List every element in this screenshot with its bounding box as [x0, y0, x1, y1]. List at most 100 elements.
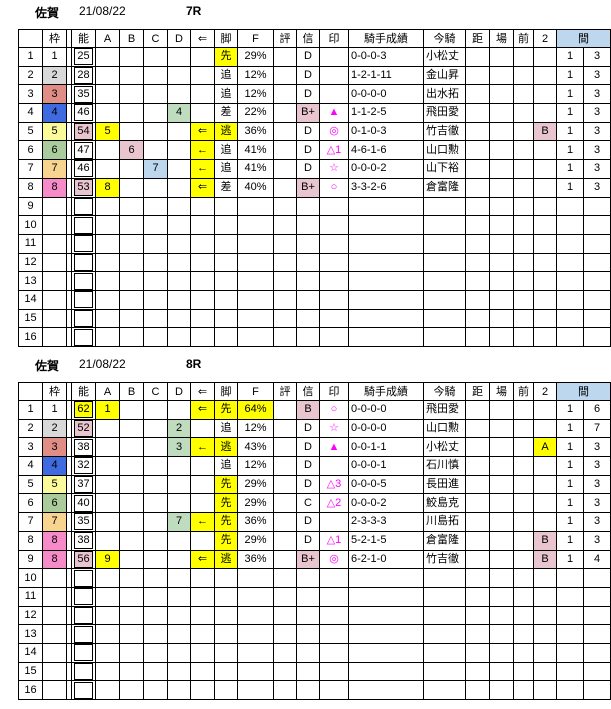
- cell-jockey-record[interactable]: [348, 642, 424, 663]
- cell-mark[interactable]: [319, 65, 349, 86]
- cell-track[interactable]: [489, 271, 514, 291]
- cell-prev[interactable]: [513, 512, 534, 532]
- cell-jockey-record[interactable]: [348, 586, 424, 607]
- cell-f[interactable]: [237, 233, 274, 254]
- cell-c[interactable]: [143, 474, 168, 495]
- cell-confidence[interactable]: D: [296, 121, 320, 142]
- cell-d[interactable]: [167, 456, 191, 476]
- cell-eval[interactable]: [273, 530, 297, 551]
- cell-jockey-record[interactable]: 0-0-0-0: [348, 84, 424, 105]
- cell-confidence[interactable]: [296, 680, 320, 700]
- cell-a[interactable]: [95, 47, 120, 67]
- cell-ability[interactable]: 40: [71, 493, 96, 514]
- cell-prev[interactable]: [513, 308, 534, 329]
- cell-frame[interactable]: 3: [42, 84, 67, 105]
- cell-interval-2[interactable]: 3: [583, 456, 611, 476]
- cell-frame[interactable]: 3: [42, 437, 67, 458]
- cell-leg[interactable]: [214, 327, 238, 347]
- cell-prev[interactable]: [513, 568, 534, 588]
- cell-c[interactable]: [143, 327, 168, 347]
- cell-ability[interactable]: 54: [71, 121, 96, 142]
- cell-mark[interactable]: [319, 327, 349, 347]
- cell-confidence[interactable]: D: [296, 65, 320, 86]
- cell-f[interactable]: 41%: [237, 159, 274, 179]
- cell-b[interactable]: [119, 271, 144, 291]
- cell-jockey-record[interactable]: 4-6-1-6: [348, 140, 424, 161]
- cell-ability[interactable]: 46: [71, 103, 96, 123]
- cell-mark[interactable]: ▲: [319, 437, 349, 458]
- cell-jockey-record[interactable]: [348, 661, 424, 682]
- cell-prev[interactable]: [513, 252, 534, 273]
- cell-f[interactable]: 36%: [237, 121, 274, 142]
- cell-two[interactable]: [533, 493, 557, 514]
- cell-interval-2[interactable]: 3: [583, 47, 611, 67]
- cell-frame[interactable]: [42, 568, 67, 588]
- cell-frame[interactable]: [42, 271, 67, 291]
- cell-interval-2[interactable]: 3: [583, 121, 611, 142]
- cell-distance[interactable]: [465, 271, 490, 291]
- cell-interval-1[interactable]: [556, 252, 584, 273]
- cell-d[interactable]: [167, 140, 191, 161]
- cell-mark[interactable]: ○: [319, 177, 349, 198]
- cell-mark[interactable]: △1: [319, 530, 349, 551]
- cell-a[interactable]: [95, 586, 120, 607]
- cell-jockey-name[interactable]: [423, 327, 466, 347]
- cell-jockey-record[interactable]: [348, 605, 424, 626]
- cell-d[interactable]: 4: [167, 103, 191, 123]
- cell-ability[interactable]: [71, 327, 96, 347]
- cell-confidence[interactable]: D: [296, 159, 320, 179]
- cell-confidence[interactable]: B+: [296, 103, 320, 123]
- cell-ability[interactable]: 62: [71, 400, 96, 420]
- cell-c[interactable]: [143, 215, 168, 235]
- cell-interval-1[interactable]: [556, 586, 584, 607]
- cell-a[interactable]: [95, 140, 120, 161]
- cell-mark[interactable]: [319, 196, 349, 217]
- cell-arrow[interactable]: [190, 474, 215, 495]
- cell-c[interactable]: [143, 586, 168, 607]
- cell-two[interactable]: [533, 271, 557, 291]
- cell-jockey-record[interactable]: 1-1-2-5: [348, 103, 424, 123]
- cell-interval-2[interactable]: 4: [583, 549, 611, 570]
- cell-eval[interactable]: [273, 140, 297, 161]
- cell-a[interactable]: [95, 103, 120, 123]
- cell-eval[interactable]: [273, 271, 297, 291]
- cell-f[interactable]: [237, 215, 274, 235]
- cell-mark[interactable]: ◎: [319, 549, 349, 570]
- cell-mark[interactable]: [319, 308, 349, 329]
- cell-confidence[interactable]: D: [296, 512, 320, 532]
- cell-b[interactable]: 6: [119, 140, 144, 161]
- cell-track[interactable]: [489, 65, 514, 86]
- cell-mark[interactable]: [319, 568, 349, 588]
- cell-jockey-name[interactable]: 竹吉徹: [423, 549, 466, 570]
- cell-d[interactable]: [167, 605, 191, 626]
- cell-confidence[interactable]: [296, 233, 320, 254]
- cell-mark[interactable]: [319, 680, 349, 700]
- cell-distance[interactable]: [465, 159, 490, 179]
- cell-two[interactable]: [533, 140, 557, 161]
- cell-a[interactable]: [95, 437, 120, 458]
- cell-track[interactable]: [489, 680, 514, 700]
- cell-interval-1[interactable]: 1: [556, 47, 584, 67]
- cell-f[interactable]: [237, 624, 274, 644]
- cell-mark[interactable]: ▲: [319, 103, 349, 123]
- cell-d[interactable]: [167, 624, 191, 644]
- cell-track[interactable]: [489, 177, 514, 198]
- cell-track[interactable]: [489, 121, 514, 142]
- cell-c[interactable]: [143, 568, 168, 588]
- cell-leg[interactable]: [214, 605, 238, 626]
- cell-track[interactable]: [489, 159, 514, 179]
- cell-two[interactable]: [533, 327, 557, 347]
- cell-jockey-name[interactable]: 山口勲: [423, 140, 466, 161]
- cell-a[interactable]: 9: [95, 549, 120, 570]
- cell-frame[interactable]: 4: [42, 456, 67, 476]
- cell-d[interactable]: [167, 568, 191, 588]
- cell-arrow[interactable]: ←: [190, 437, 215, 458]
- cell-interval-2[interactable]: [583, 252, 611, 273]
- cell-a[interactable]: [95, 605, 120, 626]
- cell-track[interactable]: [489, 327, 514, 347]
- cell-ability[interactable]: [71, 289, 96, 310]
- cell-track[interactable]: [489, 605, 514, 626]
- cell-arrow[interactable]: [190, 84, 215, 105]
- cell-a[interactable]: [95, 624, 120, 644]
- cell-f[interactable]: [237, 586, 274, 607]
